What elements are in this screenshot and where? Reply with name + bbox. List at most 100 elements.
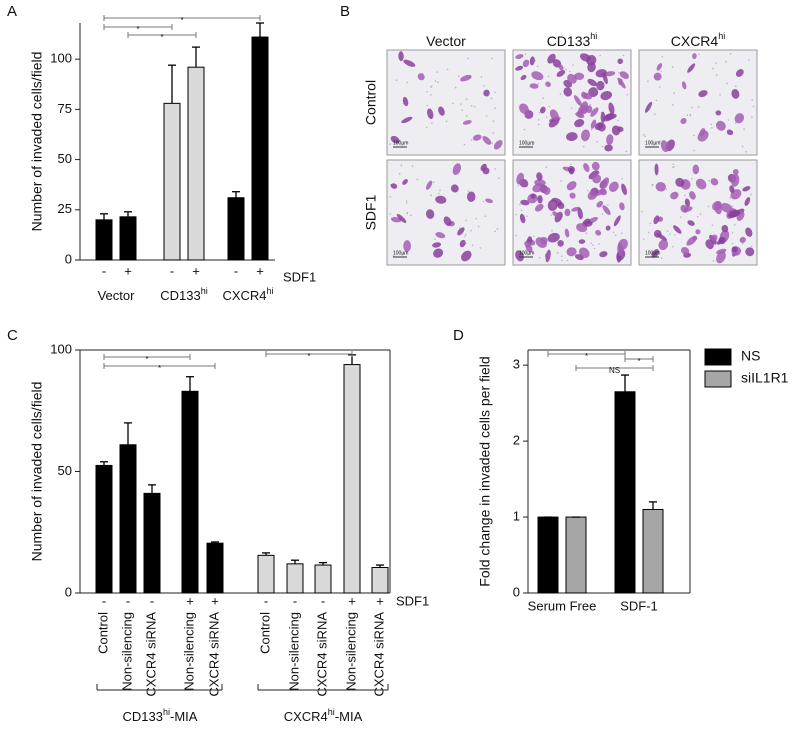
pore	[437, 81, 439, 83]
cell	[613, 215, 621, 227]
pore	[537, 123, 540, 126]
x-tick-label: Non-silencing	[119, 612, 134, 691]
cell	[604, 71, 616, 77]
condition-sign: -	[126, 593, 130, 608]
pore	[477, 225, 480, 228]
x-tick-label: Non-silencing	[343, 612, 358, 691]
x-tick-label: Control	[95, 612, 110, 654]
pore	[751, 99, 753, 101]
pore	[698, 53, 700, 56]
cell	[695, 229, 701, 235]
pore	[614, 234, 617, 237]
group-label: CXCR4hi	[222, 286, 273, 303]
significance-label: *	[136, 25, 139, 34]
pore	[457, 75, 460, 77]
bar	[119, 216, 137, 261]
group-label: CD133hi	[160, 286, 207, 303]
pore	[537, 83, 540, 85]
cell	[516, 172, 525, 185]
cell	[715, 110, 722, 116]
cell	[680, 204, 689, 213]
pore	[479, 247, 482, 249]
pore	[659, 86, 661, 88]
cell	[656, 63, 663, 71]
condition-label: SDF1	[396, 593, 429, 608]
x-tick-label: CXCR4 siRNA	[371, 612, 386, 697]
cell	[425, 209, 435, 219]
pore	[389, 196, 392, 198]
cell	[417, 73, 425, 81]
cell	[552, 59, 562, 68]
y-tick-label: 50	[58, 151, 72, 166]
panel-letter: A	[7, 3, 17, 20]
group-label-main: CXCR4	[222, 288, 266, 303]
group-label-main: CD133	[160, 288, 200, 303]
pore	[711, 224, 714, 226]
pore	[625, 150, 628, 153]
cell	[483, 89, 490, 97]
cell	[402, 178, 408, 185]
pore	[741, 145, 744, 148]
pore	[672, 104, 674, 106]
pore	[560, 180, 562, 182]
cell	[735, 69, 744, 77]
cell	[535, 237, 547, 248]
significance-label: *	[637, 357, 640, 366]
cell	[519, 213, 526, 224]
pore	[430, 194, 432, 197]
column-label: Vector	[426, 33, 466, 49]
cell	[564, 228, 570, 238]
pore	[748, 59, 750, 61]
pore	[523, 128, 526, 131]
bar	[343, 364, 361, 594]
cell	[425, 180, 433, 190]
pore	[648, 231, 650, 234]
cell	[611, 125, 621, 136]
pore	[641, 210, 643, 213]
cell	[403, 240, 411, 252]
pore	[536, 65, 539, 68]
pore	[463, 143, 466, 146]
column-label-main: Vector	[426, 33, 466, 49]
pore	[406, 211, 409, 214]
y-tick-label: 100	[50, 51, 72, 66]
pore	[520, 209, 523, 212]
panel-letter: B	[340, 3, 350, 20]
cell	[734, 113, 745, 124]
pore	[674, 234, 676, 236]
pore	[570, 107, 573, 109]
scale-bar-label: 100µm	[519, 250, 534, 256]
cell	[524, 241, 532, 248]
pore	[647, 80, 649, 83]
y-tick-label: 0	[65, 584, 72, 599]
cell	[552, 211, 559, 217]
pore	[712, 260, 715, 262]
panel-letter: D	[453, 327, 464, 344]
pore	[642, 133, 645, 136]
legend-swatch	[704, 348, 732, 366]
bar	[371, 566, 389, 594]
cell	[726, 129, 734, 136]
bar	[537, 516, 559, 594]
cell	[566, 132, 578, 142]
pore	[566, 259, 569, 262]
pore	[434, 80, 437, 82]
pore	[711, 67, 714, 70]
condition-sign: +	[348, 593, 356, 608]
pore	[538, 111, 541, 114]
cell	[712, 200, 722, 211]
pore	[679, 216, 682, 219]
pore	[572, 64, 574, 66]
pore	[659, 140, 661, 142]
pore	[392, 255, 395, 257]
pore	[398, 172, 401, 175]
group-label-suffix: -MIA	[170, 709, 198, 724]
group-label-sup: hi	[163, 707, 170, 717]
pore	[734, 122, 737, 124]
pore	[470, 104, 473, 107]
y-tick-label: 3	[513, 357, 520, 372]
pore	[729, 197, 732, 199]
cell	[537, 195, 543, 204]
cell	[684, 198, 691, 207]
